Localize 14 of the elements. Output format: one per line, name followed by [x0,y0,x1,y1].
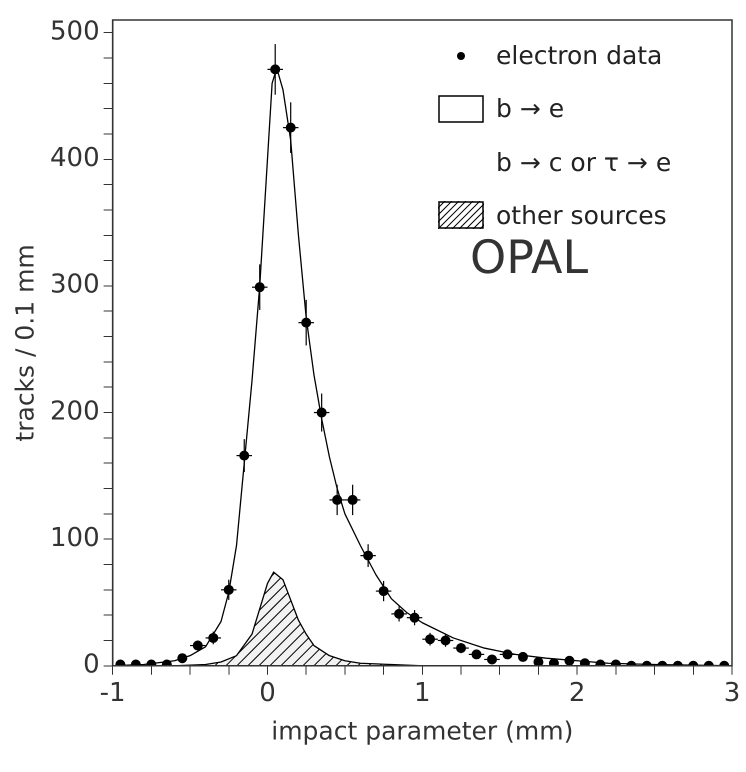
x-tick-label: 0 [259,678,276,708]
x-axis-title: impact parameter (mm) [271,716,574,746]
y-tick-label: 200 [50,396,100,426]
x-tick-label: 3 [724,678,740,708]
x-tick-label: 2 [568,678,586,708]
y-tick-label: 400 [50,143,100,174]
y-tick-label: 300 [50,270,100,300]
y-tick-label: 100 [50,522,100,553]
x-tick-label: -1 [100,678,126,708]
x-tick-label: 1 [414,678,431,708]
legend-label: electron data [496,40,662,72]
y-tick-label: 500 [50,16,100,46]
y-axis-title: tracks / 0.1 mm [10,244,40,442]
y-tick-label: 0 [83,650,100,680]
